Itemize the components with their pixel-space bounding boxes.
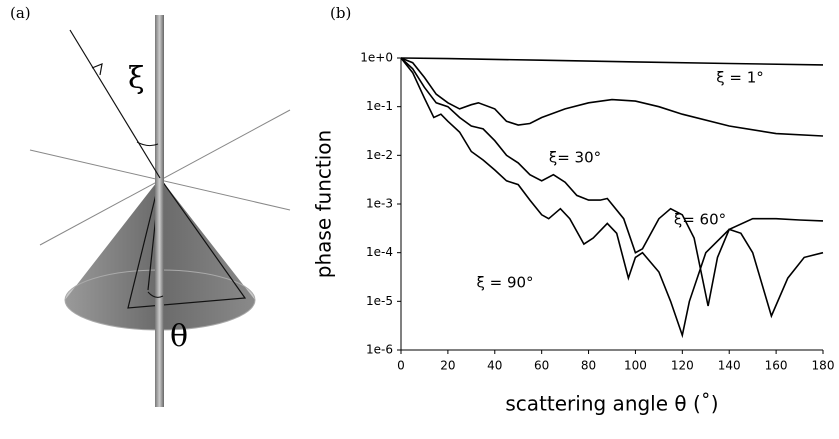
theta-label: θ: [170, 319, 188, 354]
panel-label: (a): [10, 4, 31, 22]
x-tick-label: 120: [671, 359, 694, 373]
x-tick-label: 20: [440, 359, 455, 373]
x-tick-label: 60: [534, 359, 549, 373]
y-axis-title: phase function: [312, 130, 336, 278]
x-axis-title: scattering angle θ (˚): [505, 392, 718, 416]
y-tick-label: 1e-6: [366, 343, 393, 357]
series-line: [400, 57, 824, 66]
series-label: ξ= 60°: [674, 211, 726, 229]
cone-diagram: ξ θ: [29, 15, 291, 407]
y-tick-label: 1e+0: [360, 51, 393, 65]
xi-label: ξ: [128, 61, 145, 96]
x-tick-label: 40: [487, 359, 502, 373]
panel-label: (b): [330, 4, 351, 22]
y-tick-label: 1e-4: [366, 245, 393, 259]
series-label: ξ= 30°: [549, 149, 601, 167]
series-label: ξ = 1°: [716, 69, 764, 87]
series-line: [400, 57, 824, 339]
x-tick-label: 0: [397, 359, 405, 373]
y-tick-label: 1e-3: [366, 197, 393, 211]
x-tick-label: 140: [718, 359, 741, 373]
series-label: ξ = 90°: [476, 274, 533, 292]
y-tick-label: 1e-2: [366, 148, 393, 162]
series-line: [400, 57, 824, 319]
x-tick-label: 100: [624, 359, 647, 373]
x-tick-label: 160: [765, 359, 788, 373]
series-line: [400, 57, 824, 137]
y-tick-label: 1e-1: [366, 99, 393, 113]
x-tick-label: 180: [812, 359, 835, 373]
x-tick-label: 80: [581, 359, 596, 373]
y-tick-label: 1e-5: [366, 294, 393, 308]
